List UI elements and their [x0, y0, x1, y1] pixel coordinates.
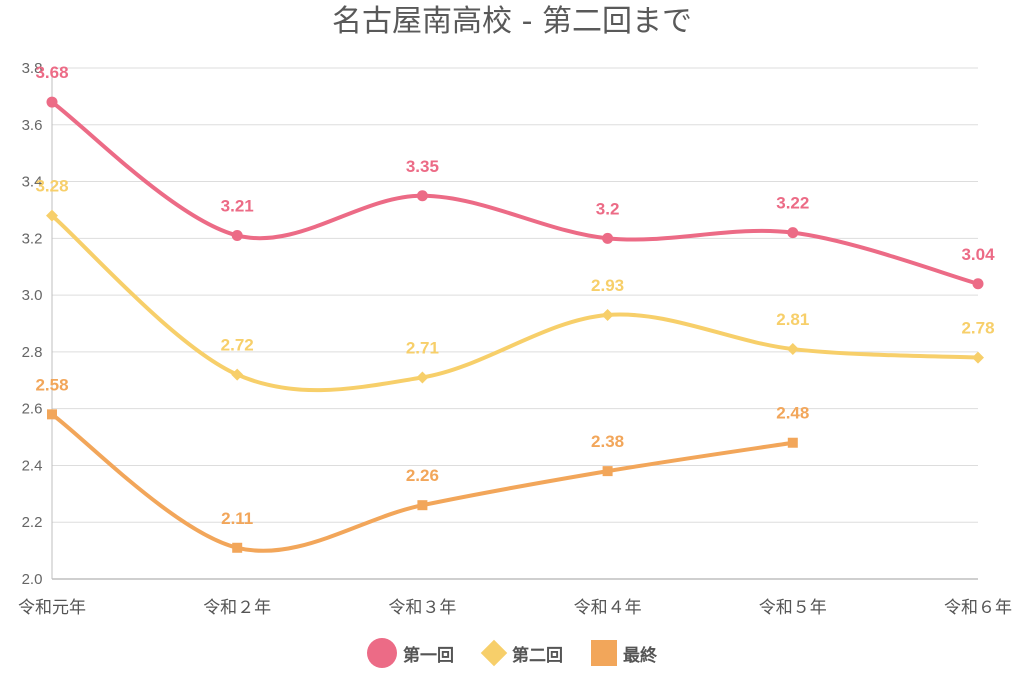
y-tick-label: 3.8	[22, 60, 43, 77]
data-label: 3.2	[596, 199, 620, 218]
legend-circle-marker-icon	[367, 638, 397, 668]
x-tick-label: 令和元年	[18, 598, 86, 617]
y-tick-label: 3.2	[22, 230, 43, 247]
data-point-square	[232, 542, 243, 553]
y-tick-label: 2.2	[22, 514, 43, 531]
data-point-square	[47, 409, 57, 420]
data-label: 2.72	[221, 336, 254, 355]
legend: 第一回 第二回 最終	[0, 638, 1024, 668]
legend-diamond-marker-icon	[480, 639, 508, 667]
legend-label: 第一回	[403, 645, 454, 666]
y-tick-label: 2.0	[22, 571, 43, 588]
data-label: 2.48	[776, 404, 809, 423]
y-tick-label: 3.0	[22, 287, 43, 304]
data-point-circle	[787, 227, 799, 239]
x-tick-label: 令和５年	[759, 598, 827, 617]
data-label: 2.78	[961, 319, 994, 338]
y-tick-label: 3.4	[22, 174, 43, 191]
x-tick-label: 令和４年	[574, 598, 642, 617]
y-tick-label: 2.6	[22, 401, 43, 418]
data-label: 3.28	[35, 177, 68, 196]
data-label: 3.68	[35, 63, 68, 82]
data-label: 2.11	[221, 509, 253, 528]
chart-title: 名古屋南高校 - 第二回まで	[332, 4, 692, 39]
data-point-circle	[416, 190, 428, 202]
data-label: 3.21	[221, 196, 254, 215]
data-point-diamond	[972, 351, 984, 364]
series-line	[50, 412, 795, 553]
data-point-circle	[231, 229, 243, 241]
data-label: 2.38	[591, 432, 624, 451]
data-label: 3.22	[776, 194, 809, 213]
y-tick-label: 2.8	[22, 344, 43, 361]
x-tick-label: 令和２年	[203, 598, 271, 617]
data-point-diamond	[786, 343, 799, 356]
x-tick-label: 令和３年	[388, 598, 456, 617]
data-label: 3.35	[406, 157, 439, 176]
legend-square-marker-icon	[591, 640, 617, 666]
legend-item-series-3[interactable]: 最終	[591, 640, 657, 666]
data-point-square	[787, 437, 798, 448]
legend-label: 第二回	[512, 645, 563, 666]
legend-item-series-2[interactable]: 第二回	[480, 639, 563, 667]
legend-item-series-1[interactable]: 第一回	[367, 638, 454, 668]
data-point-diamond	[231, 368, 244, 381]
data-point-diamond	[46, 209, 58, 222]
data-label: 2.81	[776, 310, 809, 329]
data-label: 2.26	[406, 466, 439, 485]
data-label: 2.58	[35, 375, 68, 394]
data-point-circle	[972, 278, 984, 290]
data-point-diamond	[416, 371, 429, 384]
series-line	[50, 100, 980, 286]
series-line	[50, 213, 980, 393]
y-tick-label: 2.4	[22, 457, 43, 474]
data-label: 3.04	[961, 245, 995, 264]
y-tick-label: 3.6	[22, 117, 43, 134]
data-point-square	[417, 500, 428, 511]
data-label: 2.93	[591, 276, 624, 295]
legend-label: 最終	[623, 645, 657, 666]
data-point-circle	[46, 96, 58, 108]
data-point-square	[602, 466, 613, 477]
x-tick-label: 令和６年	[944, 598, 1012, 617]
data-point-circle	[602, 232, 614, 244]
data-label: 2.71	[406, 338, 439, 357]
data-point-diamond	[601, 308, 614, 321]
